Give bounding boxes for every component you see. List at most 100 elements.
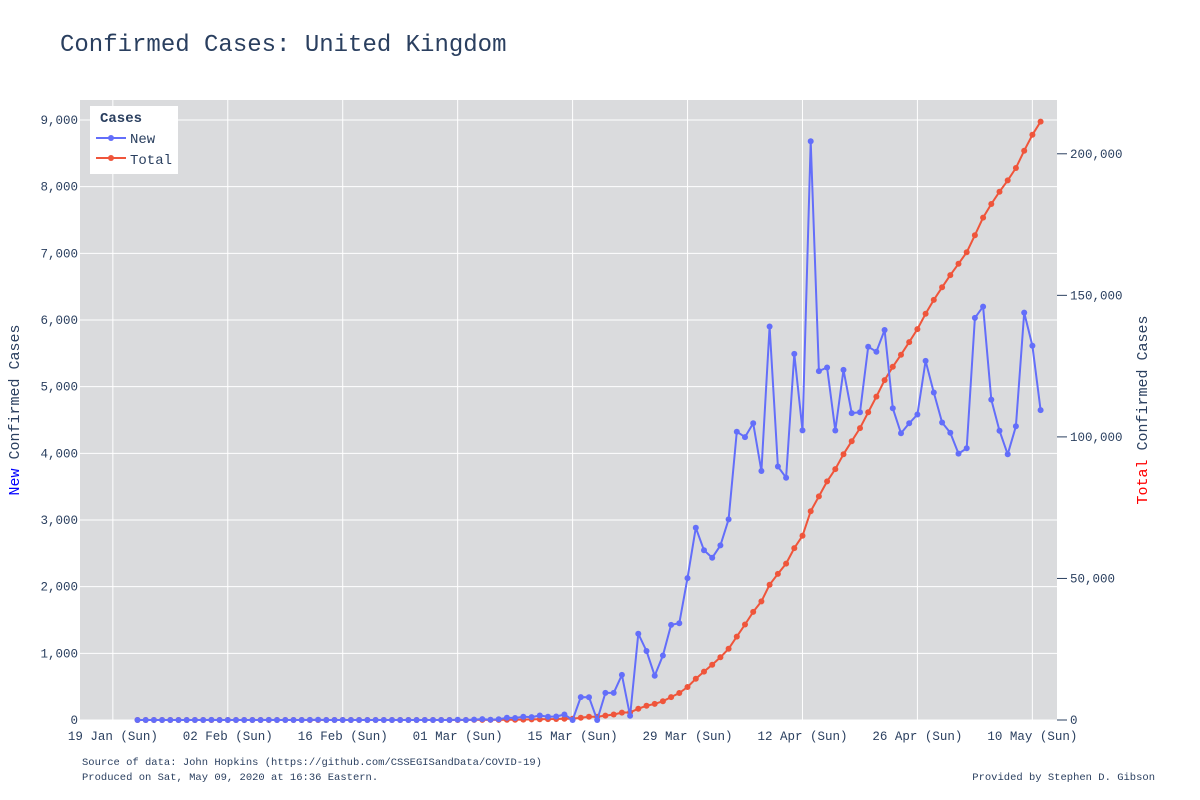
data-point-total <box>889 363 896 370</box>
data-point-new <box>914 411 921 418</box>
data-point-total <box>930 296 937 303</box>
data-point-total <box>725 645 732 652</box>
data-point-new <box>742 434 748 441</box>
data-point-new <box>487 716 494 723</box>
data-point-new <box>175 717 182 723</box>
left-tick-label: 9,000 <box>40 114 78 128</box>
data-point-total <box>791 545 798 552</box>
data-point-total <box>799 532 806 539</box>
data-point-new <box>323 717 330 723</box>
data-point-total <box>577 714 584 721</box>
data-point-new <box>438 717 445 723</box>
data-point-total <box>783 560 790 567</box>
data-point-new <box>594 717 601 723</box>
data-point-new <box>889 405 896 412</box>
data-point-new <box>545 713 551 720</box>
data-point-new <box>282 717 289 723</box>
data-point-total <box>758 598 765 605</box>
data-point-new <box>347 717 354 723</box>
x-tick-label: 12 Apr (Sun) <box>757 730 847 744</box>
data-point-new <box>832 427 839 434</box>
left-axis-ticks: 0 1,000 2,000 3,000 4,000 5,000 6,000 7,000 8,00… <box>40 114 78 728</box>
data-point-total <box>610 711 617 718</box>
data-point-total <box>815 493 822 500</box>
data-point-new <box>462 717 469 723</box>
legend-label-total: Total <box>130 153 172 169</box>
data-point-new <box>717 542 724 549</box>
data-point-new <box>454 716 461 723</box>
data-point-total <box>914 326 921 333</box>
x-tick-label: 15 Mar (Sun) <box>528 730 618 744</box>
data-point-new <box>569 717 576 723</box>
data-point-total <box>955 260 962 267</box>
data-point-total <box>561 715 568 722</box>
right-tick-label: 0 <box>1070 714 1078 728</box>
data-point-new <box>536 712 543 719</box>
series-layer <box>134 118 1044 723</box>
x-tick-label: 02 Feb (Sun) <box>183 730 273 744</box>
x-tick-label: 26 Apr (Sun) <box>872 730 962 744</box>
right-axis-ticks: 0 50,000 100,000 150,000 200,000 <box>1057 148 1123 728</box>
data-point-total <box>840 451 847 458</box>
data-point-new <box>405 717 412 723</box>
data-point-new <box>224 717 231 723</box>
data-point-new <box>249 717 256 723</box>
data-point-total <box>717 654 724 661</box>
data-point-new <box>241 717 248 723</box>
data-point-total <box>659 698 666 705</box>
left-axis-title: New Confirmed Cases <box>7 324 24 495</box>
left-tick-label: 1,000 <box>40 647 78 661</box>
data-point-new <box>413 717 420 723</box>
data-point-new <box>159 717 166 723</box>
data-point-new <box>208 716 215 723</box>
data-point-new <box>1021 309 1028 316</box>
data-point-new <box>709 554 716 561</box>
data-point-total <box>898 351 904 358</box>
x-tick-label: 01 Mar (Sun) <box>413 730 503 744</box>
left-tick-label: 4,000 <box>40 447 78 461</box>
data-point-new <box>766 323 773 330</box>
data-point-new <box>577 694 584 701</box>
data-point-total <box>750 608 757 615</box>
data-point-new <box>142 717 149 723</box>
data-point-new <box>233 717 239 723</box>
data-point-new <box>815 368 822 375</box>
legend-label-new: New <box>130 132 156 148</box>
produced-note: Produced on Sat, May 09, 2020 at 16:36 E… <box>82 772 378 784</box>
data-point-new <box>356 717 363 723</box>
data-point-new <box>1037 407 1044 414</box>
data-point-new <box>512 715 519 721</box>
data-point-new <box>651 672 658 679</box>
legend-item-total[interactable]: Total <box>96 153 172 169</box>
data-point-new <box>988 396 995 403</box>
data-point-new <box>676 620 683 627</box>
data-point-new <box>150 717 157 723</box>
legend-item-new[interactable]: New <box>96 132 156 148</box>
data-point-total <box>906 339 913 346</box>
data-point-new <box>750 420 757 427</box>
left-tick-label: 6,000 <box>40 314 78 328</box>
data-point-total <box>1004 177 1011 184</box>
left-tick-label: 5,000 <box>40 381 78 395</box>
data-point-new <box>339 717 346 723</box>
x-tick-label: 16 Feb (Sun) <box>298 730 388 744</box>
data-point-total <box>709 661 716 668</box>
data-point-new <box>791 350 798 357</box>
data-point-new <box>1012 423 1019 430</box>
legend[interactable]: Cases New Total <box>90 106 178 174</box>
x-axis-ticks: 19 Jan (Sun) 02 Feb (Sun) 16 Feb (Sun) 01 M… <box>68 730 1078 744</box>
data-point-total <box>766 581 773 588</box>
series-new <box>134 138 1044 723</box>
data-point-new <box>971 314 978 321</box>
data-point-new <box>183 717 190 723</box>
right-axis-title-rest: Confirmed Cases <box>1135 315 1152 459</box>
data-point-new <box>824 364 831 371</box>
data-point-total <box>701 668 707 675</box>
data-point-new <box>848 410 855 417</box>
data-point-new <box>520 713 527 720</box>
data-point-total <box>643 702 650 709</box>
data-point-new <box>684 575 691 582</box>
left-tick-label: 2,000 <box>40 581 78 595</box>
data-point-new <box>996 427 1003 434</box>
data-point-new <box>298 717 305 723</box>
